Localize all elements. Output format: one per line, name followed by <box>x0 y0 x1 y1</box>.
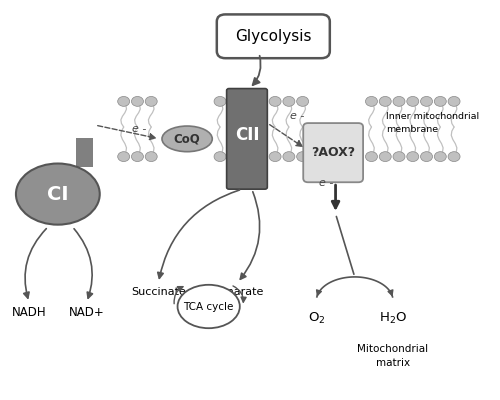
Bar <box>76 138 93 168</box>
Circle shape <box>366 96 378 106</box>
Text: Inner mitochondrial
membrane: Inner mitochondrial membrane <box>386 112 479 134</box>
FancyBboxPatch shape <box>217 14 330 58</box>
Text: Fumarate: Fumarate <box>210 287 264 297</box>
Text: O$_2$: O$_2$ <box>308 310 325 326</box>
Circle shape <box>145 96 157 106</box>
Circle shape <box>118 96 130 106</box>
Circle shape <box>420 152 432 162</box>
Circle shape <box>434 152 446 162</box>
Circle shape <box>132 96 143 106</box>
Text: TCA cycle: TCA cycle <box>184 302 234 312</box>
Circle shape <box>118 152 130 162</box>
Circle shape <box>407 152 419 162</box>
FancyBboxPatch shape <box>303 123 363 182</box>
Circle shape <box>132 152 143 162</box>
Ellipse shape <box>162 126 212 152</box>
Circle shape <box>283 152 295 162</box>
Circle shape <box>269 152 281 162</box>
Circle shape <box>407 96 419 106</box>
Circle shape <box>420 96 432 106</box>
Circle shape <box>269 96 281 106</box>
Circle shape <box>379 96 391 106</box>
Circle shape <box>379 152 391 162</box>
Text: Mitochondrial
matrix: Mitochondrial matrix <box>358 344 428 368</box>
Text: H$_2$O: H$_2$O <box>379 310 407 326</box>
Text: CoQ: CoQ <box>174 132 201 145</box>
Text: e -: e - <box>132 124 146 134</box>
Circle shape <box>283 96 295 106</box>
Circle shape <box>214 152 226 162</box>
Text: Glycolysis: Glycolysis <box>235 29 312 44</box>
Text: e -: e - <box>290 111 304 121</box>
Text: CI: CI <box>47 184 68 204</box>
Circle shape <box>296 96 308 106</box>
Circle shape <box>296 152 308 162</box>
Circle shape <box>434 96 446 106</box>
Text: Succinate: Succinate <box>131 287 186 297</box>
Text: e -: e - <box>319 178 333 188</box>
Circle shape <box>393 96 405 106</box>
Circle shape <box>366 152 378 162</box>
FancyBboxPatch shape <box>226 88 268 189</box>
Text: NAD+: NAD+ <box>68 306 104 320</box>
Text: ?AOX?: ?AOX? <box>311 146 355 159</box>
Circle shape <box>448 96 460 106</box>
Ellipse shape <box>178 285 240 328</box>
Text: CII: CII <box>234 126 259 144</box>
Circle shape <box>448 152 460 162</box>
Text: NADH: NADH <box>12 306 46 320</box>
Circle shape <box>214 96 226 106</box>
Ellipse shape <box>16 164 100 225</box>
Circle shape <box>393 152 405 162</box>
Circle shape <box>145 152 157 162</box>
